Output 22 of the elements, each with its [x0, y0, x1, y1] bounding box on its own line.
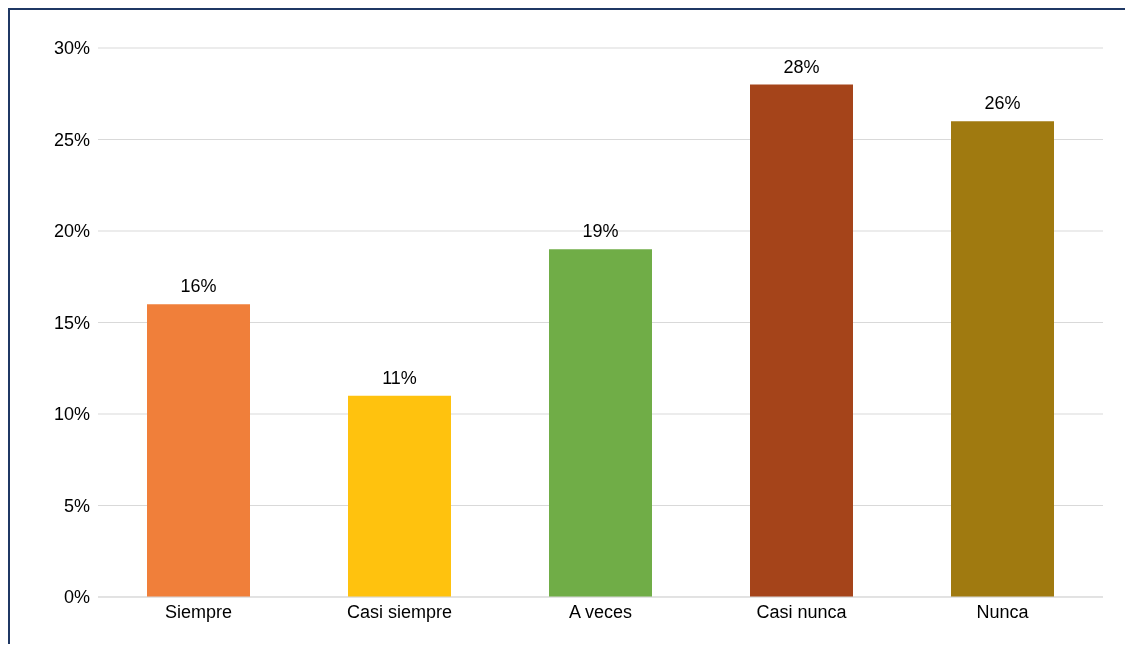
x-tick-label: Siempre [164, 601, 233, 622]
bar [750, 84, 853, 597]
y-tick-label: 10% [53, 404, 90, 425]
x-tick-label: Casi nunca [756, 601, 848, 622]
x-tick-label: A veces [568, 601, 633, 622]
data-label: 26% [984, 93, 1021, 114]
y-tick-label: 25% [53, 129, 90, 150]
y-tick-label: 0% [63, 587, 90, 608]
data-label: 19% [582, 221, 619, 242]
y-tick-label: 5% [63, 495, 90, 516]
x-tick-label: Casi siempre [346, 601, 453, 622]
bar [147, 304, 250, 597]
y-tick-label: 20% [53, 221, 90, 242]
y-tick-label: 15% [53, 312, 90, 333]
bar [348, 395, 451, 597]
data-label: 16% [180, 276, 217, 297]
data-label: 11% [382, 367, 417, 388]
data-label: 28% [783, 56, 820, 77]
bar [951, 121, 1054, 597]
bar [549, 249, 652, 597]
x-tick-label: Nunca [976, 601, 1030, 622]
y-tick-label: 30% [53, 38, 90, 59]
